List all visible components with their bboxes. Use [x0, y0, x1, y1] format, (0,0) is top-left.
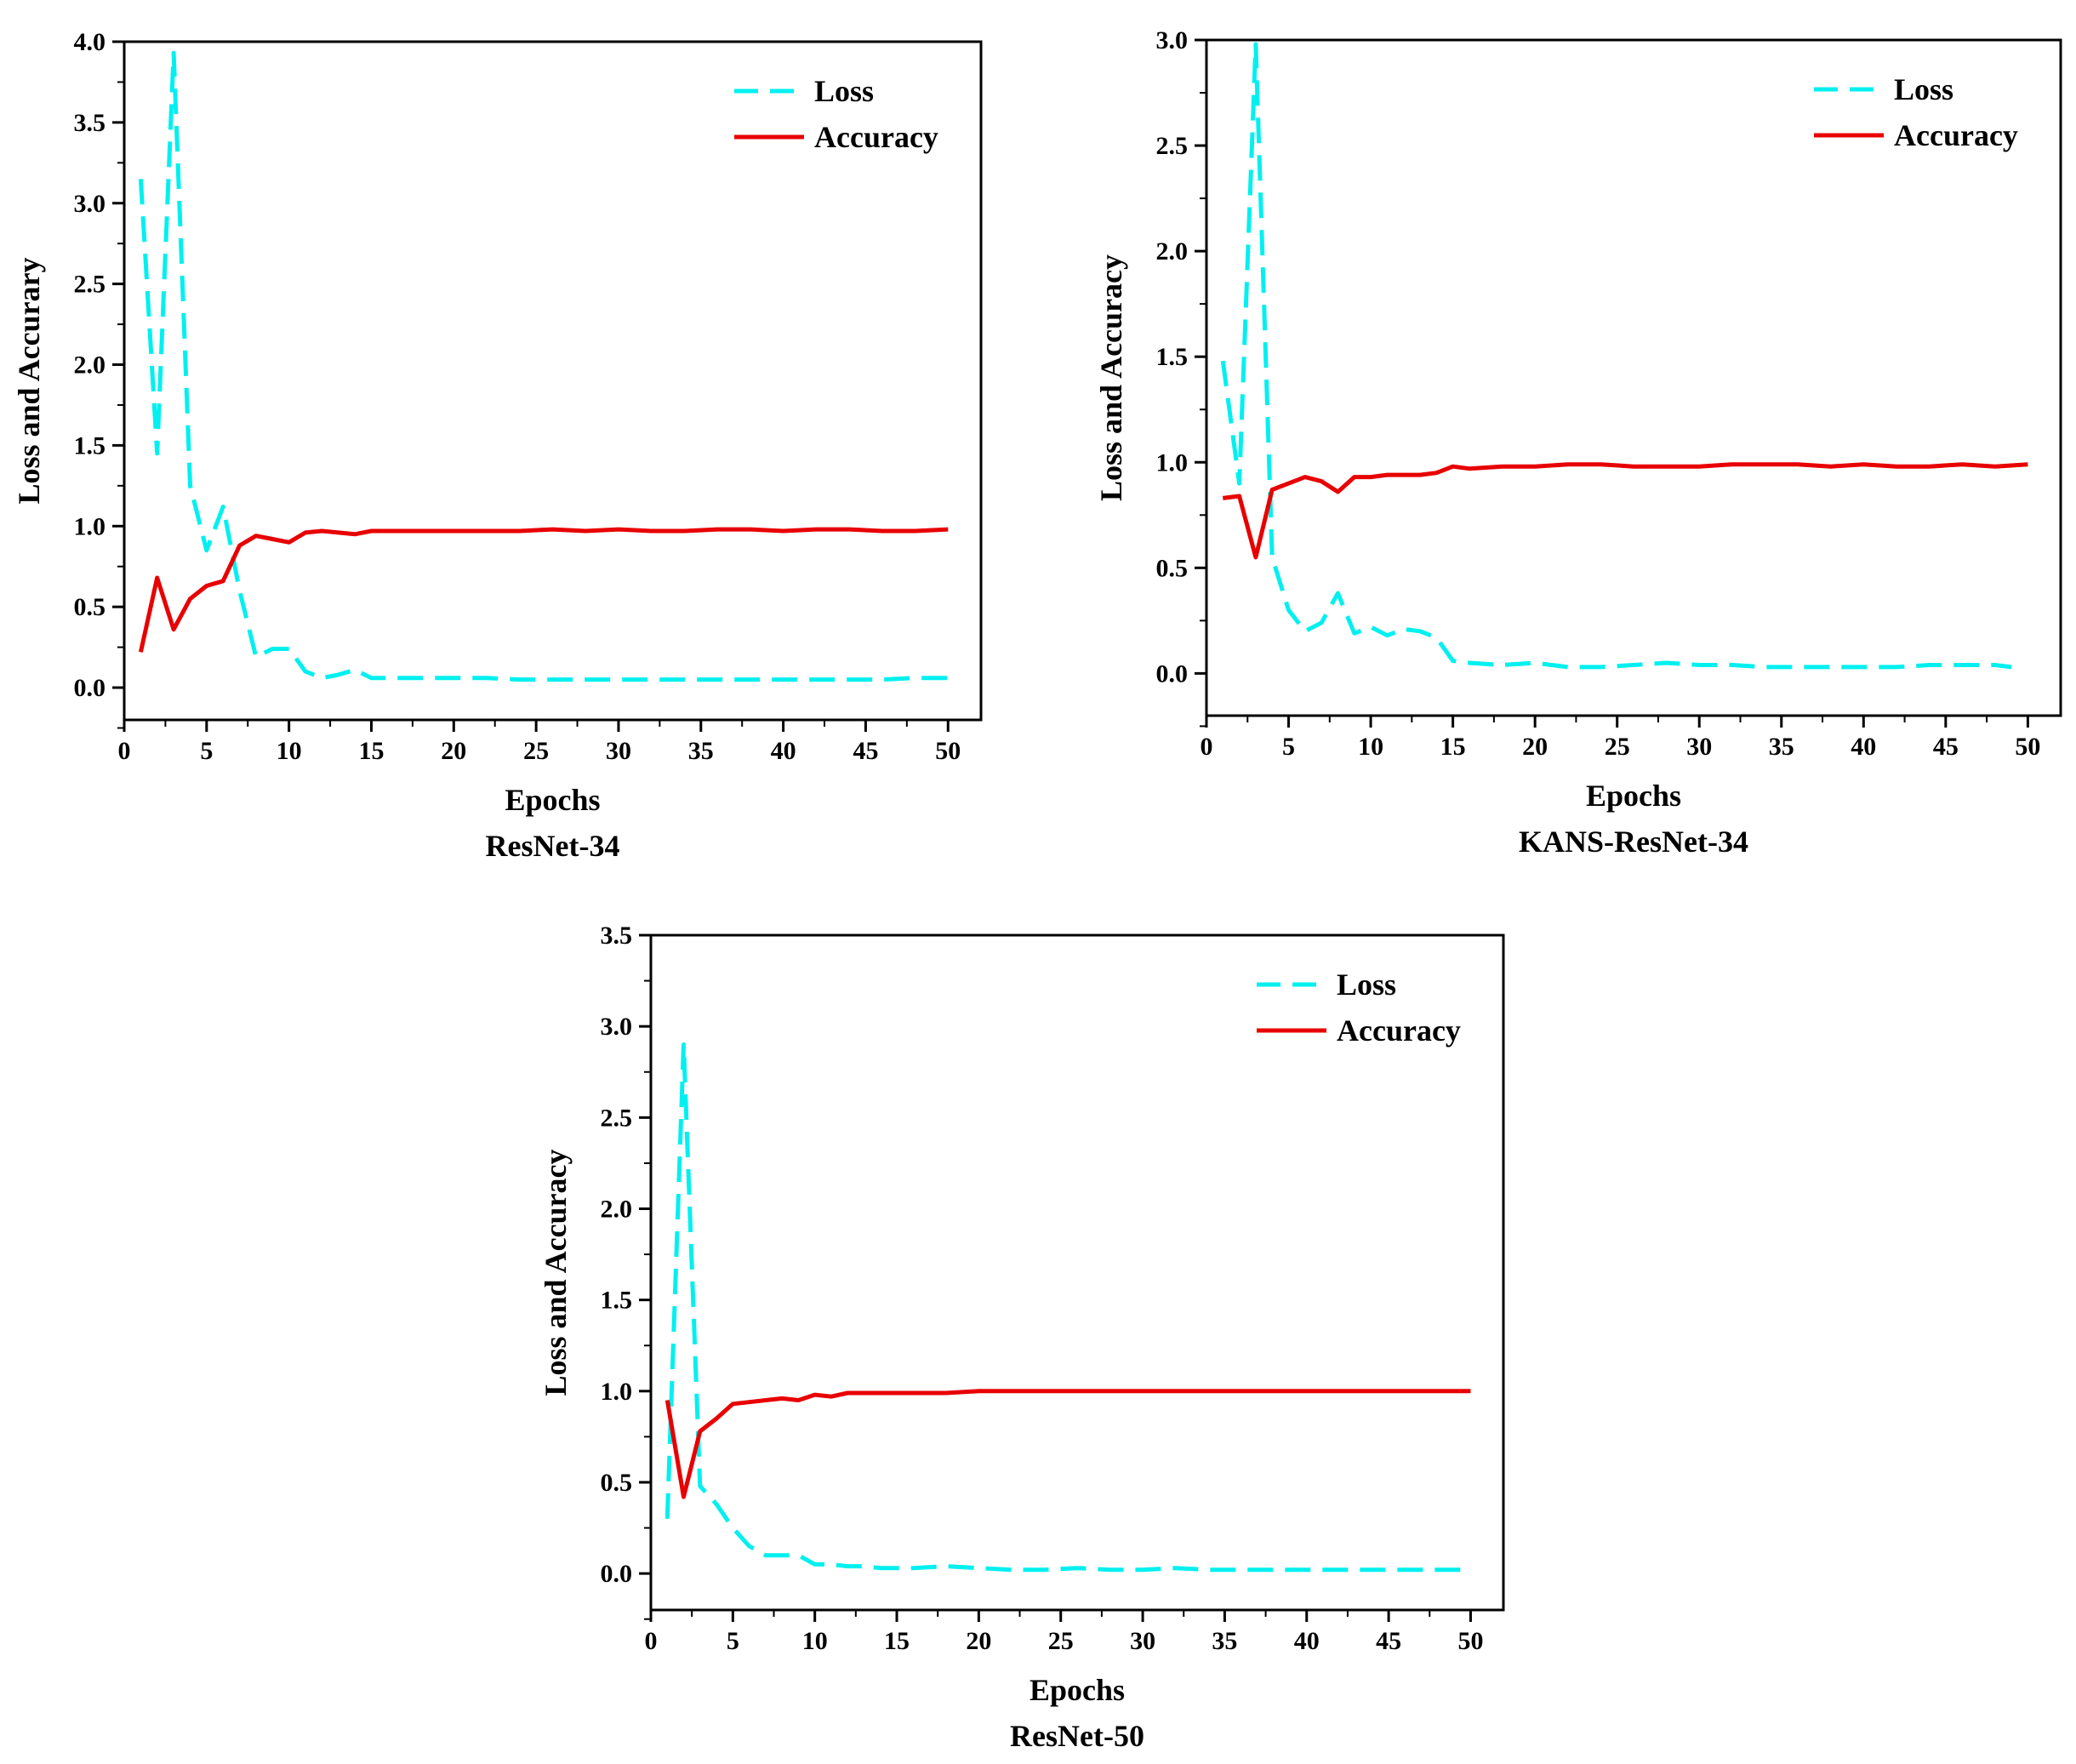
- x-tick-label: 0: [1201, 733, 1213, 761]
- x-tick-label: 5: [200, 737, 213, 765]
- y-tick-label: 1.5: [601, 1287, 633, 1315]
- plot-frame: [649, 933, 1505, 1612]
- plot-frame: [1205, 38, 2062, 717]
- y-tick-label: 2.0: [601, 1195, 633, 1223]
- x-tick-label: 45: [1376, 1627, 1401, 1655]
- series-line-loss: [138, 50, 949, 682]
- chart-title: ResNet-50: [1010, 1719, 1144, 1753]
- y-axis-title: Loss and Accuracy: [1094, 254, 1128, 501]
- x-tick-label: 20: [441, 737, 466, 765]
- x-tick-label: 45: [1933, 733, 1959, 761]
- y-tick-label: 3.5: [74, 109, 106, 137]
- x-tick-label: 25: [1605, 733, 1630, 761]
- series-line-loss: [664, 1042, 1471, 1573]
- y-axis-title: Loss and Accurary: [12, 257, 46, 504]
- x-tick-label: 25: [1048, 1627, 1074, 1655]
- series-line-accuracy: [138, 527, 949, 653]
- x-tick-label: 25: [523, 737, 549, 765]
- y-axis-title: Loss and Accuracy: [539, 1149, 573, 1396]
- x-tick-label: 10: [802, 1627, 828, 1655]
- x-tick-label: 50: [2015, 733, 2040, 761]
- y-tick-label: 4.0: [74, 28, 106, 56]
- x-tick-label: 20: [1522, 733, 1548, 761]
- y-tick-label: 1.5: [74, 431, 106, 460]
- x-axis-title: Epochs: [505, 783, 600, 817]
- x-tick-label: 50: [935, 737, 961, 765]
- legend-label-loss: Loss: [814, 74, 874, 108]
- y-tick-label: 3.5: [601, 922, 633, 950]
- y-tick-label: 3.0: [74, 190, 106, 218]
- x-axis-title: Epochs: [1029, 1673, 1125, 1707]
- series-line-loss: [1220, 42, 2012, 670]
- y-tick-label: 0.0: [1156, 659, 1189, 688]
- y-tick-label: 0.5: [74, 593, 106, 621]
- legend-label-loss: Loss: [1894, 72, 1953, 106]
- chart-resnet50: 0 5 10 15 20 25 30 35 40 45 50 0.0 0.5 1.0 1.5 2.0 2.5 3.…: [539, 922, 1505, 1753]
- x-tick-label: 45: [853, 737, 878, 765]
- x-tick-label: 0: [645, 1627, 658, 1655]
- x-tick-label: 5: [1282, 733, 1295, 761]
- legend-label-loss: Loss: [1337, 968, 1396, 1002]
- y-tick-label: 2.5: [601, 1104, 633, 1132]
- y-tick-label: 0.0: [601, 1560, 633, 1588]
- x-tick-label: 30: [606, 737, 631, 765]
- x-tick-label: 35: [688, 737, 714, 765]
- y-tick-label: 0.5: [1156, 554, 1189, 582]
- plot-frame: [123, 40, 983, 722]
- chart-kans-resnet34: 0 5 10 15 20 25 30 35 40 45 50 0.0 0.5 1.0 1.5 2.0 2.5 3.…: [1094, 26, 2062, 859]
- x-tick-label: 40: [1294, 1627, 1320, 1655]
- x-tick-label: 20: [966, 1627, 991, 1655]
- x-tick-label: 50: [1457, 1627, 1483, 1655]
- y-tick-label: 1.0: [74, 512, 106, 540]
- x-tick-label: 10: [1358, 733, 1383, 761]
- y-tick-label: 2.5: [1156, 132, 1189, 160]
- chart-title: KANS-ResNet-34: [1519, 825, 1748, 859]
- y-tick-label: 1.0: [601, 1378, 633, 1406]
- y-tick-label: 2.5: [74, 271, 106, 299]
- y-tick-label: 3.0: [1156, 26, 1189, 54]
- x-tick-label: 5: [727, 1627, 739, 1655]
- x-tick-label: 10: [277, 737, 302, 765]
- y-tick-label: 1.5: [1156, 343, 1189, 371]
- chart-title: ResNet-34: [486, 829, 620, 863]
- x-tick-label: 40: [1851, 733, 1876, 761]
- x-tick-label: 15: [884, 1627, 910, 1655]
- y-tick-label: 0.5: [601, 1469, 633, 1497]
- y-tick-label: 3.0: [601, 1013, 633, 1041]
- legend-label-accuracy: Accuracy: [1337, 1013, 1461, 1048]
- x-tick-label: 15: [1440, 733, 1466, 761]
- x-tick-label: 30: [1130, 1627, 1155, 1655]
- legend-label-accuracy: Accuracy: [1894, 118, 2018, 152]
- series-line-accuracy: [664, 1389, 1471, 1499]
- y-tick-label: 2.0: [74, 351, 106, 380]
- y-tick-label: 2.0: [1156, 237, 1189, 265]
- chart-resnet34: 0 5 10 15 20 25 30 35 40 45 50 0.0 0.5 1.0 1.5 2.0 2.5 3.…: [12, 28, 983, 863]
- legend-label-accuracy: Accuracy: [814, 120, 938, 154]
- x-axis-title: Epochs: [1586, 779, 1681, 813]
- x-tick-label: 35: [1769, 733, 1794, 761]
- x-tick-label: 40: [771, 737, 796, 765]
- x-tick-label: 0: [118, 737, 131, 765]
- x-tick-label: 35: [1212, 1627, 1237, 1655]
- x-tick-label: 30: [1686, 733, 1712, 761]
- y-tick-label: 0.0: [74, 674, 106, 702]
- x-tick-label: 15: [358, 737, 384, 765]
- series-line-accuracy: [1222, 462, 2028, 560]
- y-tick-label: 1.0: [1156, 448, 1189, 477]
